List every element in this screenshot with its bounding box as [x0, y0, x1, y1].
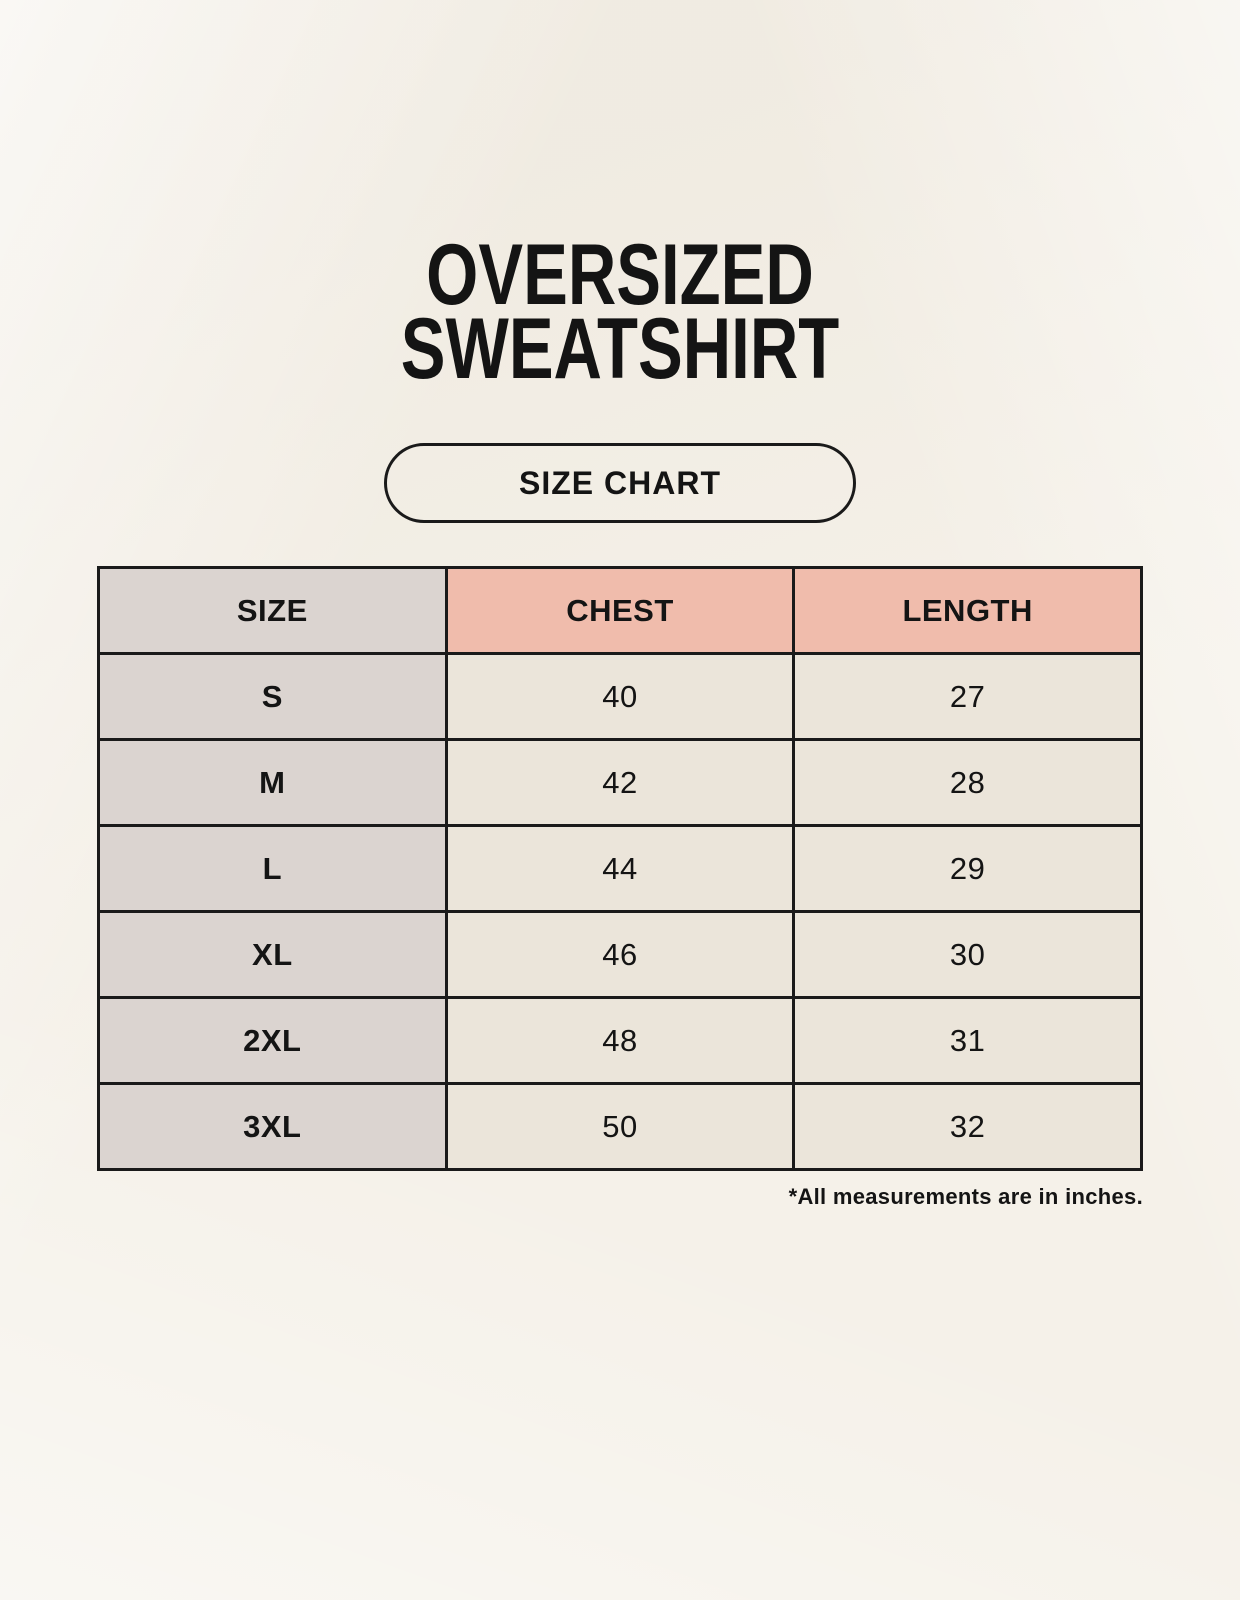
page-title: OVERSIZED SWEATSHIRT: [136, 227, 1103, 397]
chest-cell: 46: [444, 910, 796, 999]
chest-cell: 44: [444, 824, 796, 913]
chest-cell: 42: [444, 738, 796, 827]
size-table: SIZE CHEST LENGTH S 40 27 M 42 28 L 44 2…: [97, 566, 1143, 1171]
column-header-size: SIZE: [97, 566, 448, 655]
title-line-1: OVERSIZED: [426, 227, 814, 323]
table-header-row: SIZE CHEST LENGTH: [97, 566, 1143, 655]
size-cell: S: [97, 652, 448, 741]
length-cell: 31: [792, 996, 1143, 1085]
length-cell: 30: [792, 910, 1143, 999]
size-cell: L: [97, 824, 448, 913]
table-row: L 44 29: [97, 824, 1143, 913]
length-cell: 32: [792, 1082, 1143, 1171]
measurements-note: *All measurements are in inches.: [788, 1184, 1143, 1209]
length-cell: 29: [792, 824, 1143, 913]
table-row: XL 46 30: [97, 910, 1143, 999]
column-header-chest: CHEST: [444, 566, 796, 655]
size-cell: 3XL: [97, 1082, 448, 1171]
length-cell: 28: [792, 738, 1143, 827]
size-cell: 2XL: [97, 996, 448, 1085]
column-header-length: LENGTH: [792, 566, 1143, 655]
size-chart-button-label: SIZE CHART: [519, 464, 721, 501]
size-cell: M: [97, 738, 448, 827]
table-row: M 42 28: [97, 738, 1143, 827]
title-line-2: SWEATSHIRT: [400, 301, 840, 397]
chest-cell: 40: [444, 652, 796, 741]
table-row: 3XL 50 32: [97, 1082, 1143, 1171]
size-cell: XL: [97, 910, 448, 999]
chest-cell: 48: [444, 996, 796, 1085]
table-row: S 40 27: [97, 652, 1143, 741]
chest-cell: 50: [444, 1082, 796, 1171]
table-row: 2XL 48 31: [97, 996, 1143, 1085]
size-chart-button[interactable]: SIZE CHART: [384, 443, 856, 523]
length-cell: 27: [792, 652, 1143, 741]
